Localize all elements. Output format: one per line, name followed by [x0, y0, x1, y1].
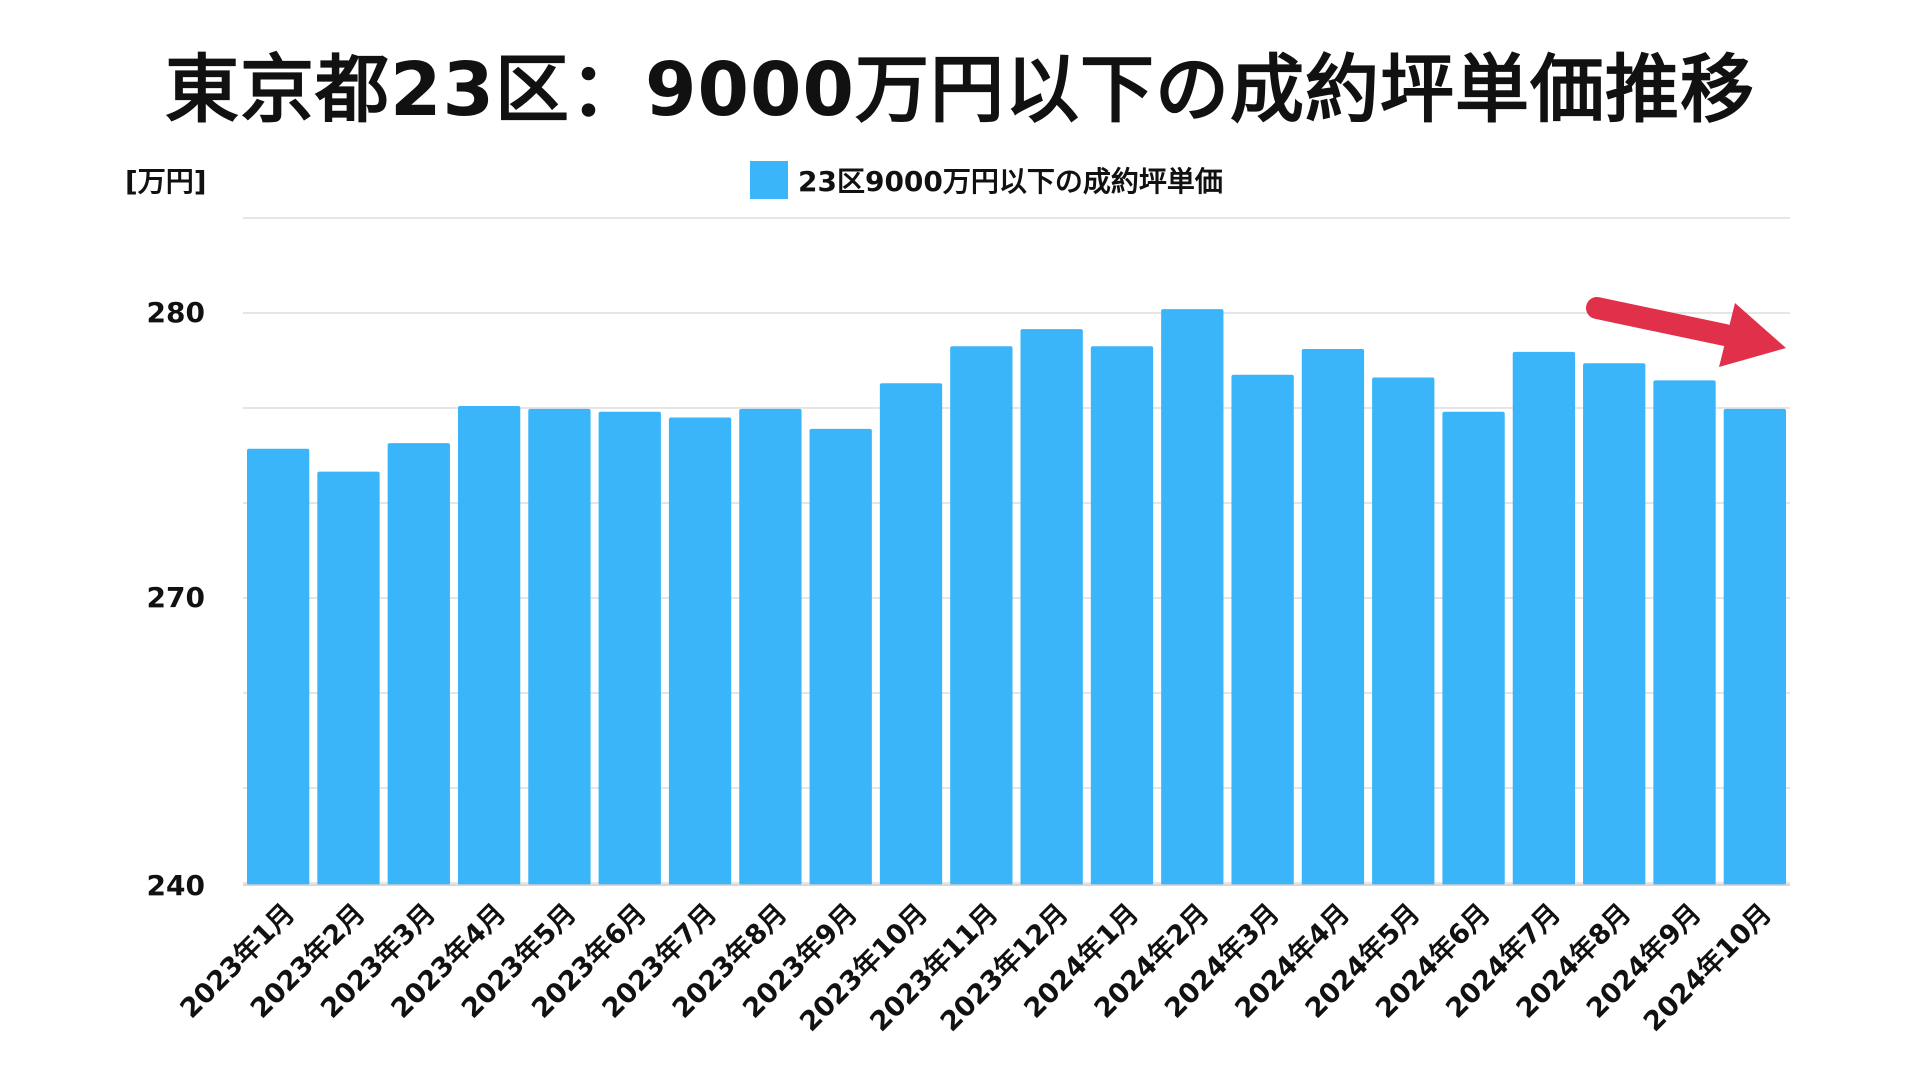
- bar: [809, 428, 872, 885]
- legend-swatch: [750, 161, 788, 199]
- bar: [879, 383, 943, 885]
- bar: [1512, 351, 1576, 885]
- bar: [1723, 408, 1786, 885]
- bar: [247, 448, 310, 885]
- y-tick-label: 270: [147, 581, 205, 614]
- bar: [1583, 363, 1646, 885]
- bar: [668, 417, 732, 885]
- bar: [1372, 377, 1435, 885]
- y-tick-label: 280: [147, 296, 205, 329]
- bar: [1020, 329, 1083, 886]
- bar: [1653, 380, 1716, 885]
- bar: [598, 411, 661, 885]
- bar: [1301, 349, 1365, 885]
- y-tick-label: 240: [147, 869, 205, 902]
- bar: [1442, 411, 1505, 885]
- trend-arrow-shaft: [1586, 297, 1736, 346]
- bar: [528, 408, 591, 885]
- bar: [950, 346, 1013, 885]
- bar: [457, 406, 521, 885]
- legend: 23区9000万円以下の成約坪単価: [750, 160, 1223, 200]
- bar: [739, 408, 802, 885]
- trend-arrow-icon: [1586, 297, 1786, 367]
- bar: [387, 443, 450, 885]
- y-axis-unit-label: [万円]: [125, 165, 207, 198]
- trend-arrow-head: [1719, 303, 1786, 367]
- bar: [1161, 309, 1224, 885]
- bar: [317, 471, 380, 885]
- legend-label: 23区9000万円以下の成約坪単価: [798, 165, 1223, 198]
- chart-title: 東京都23区：9000万円以下の成約坪単価推移: [165, 47, 1755, 133]
- bar: [1231, 374, 1294, 885]
- bar: [1090, 346, 1154, 885]
